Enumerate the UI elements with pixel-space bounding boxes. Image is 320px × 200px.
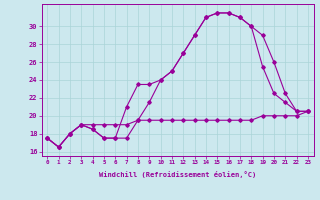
X-axis label: Windchill (Refroidissement éolien,°C): Windchill (Refroidissement éolien,°C) <box>99 171 256 178</box>
